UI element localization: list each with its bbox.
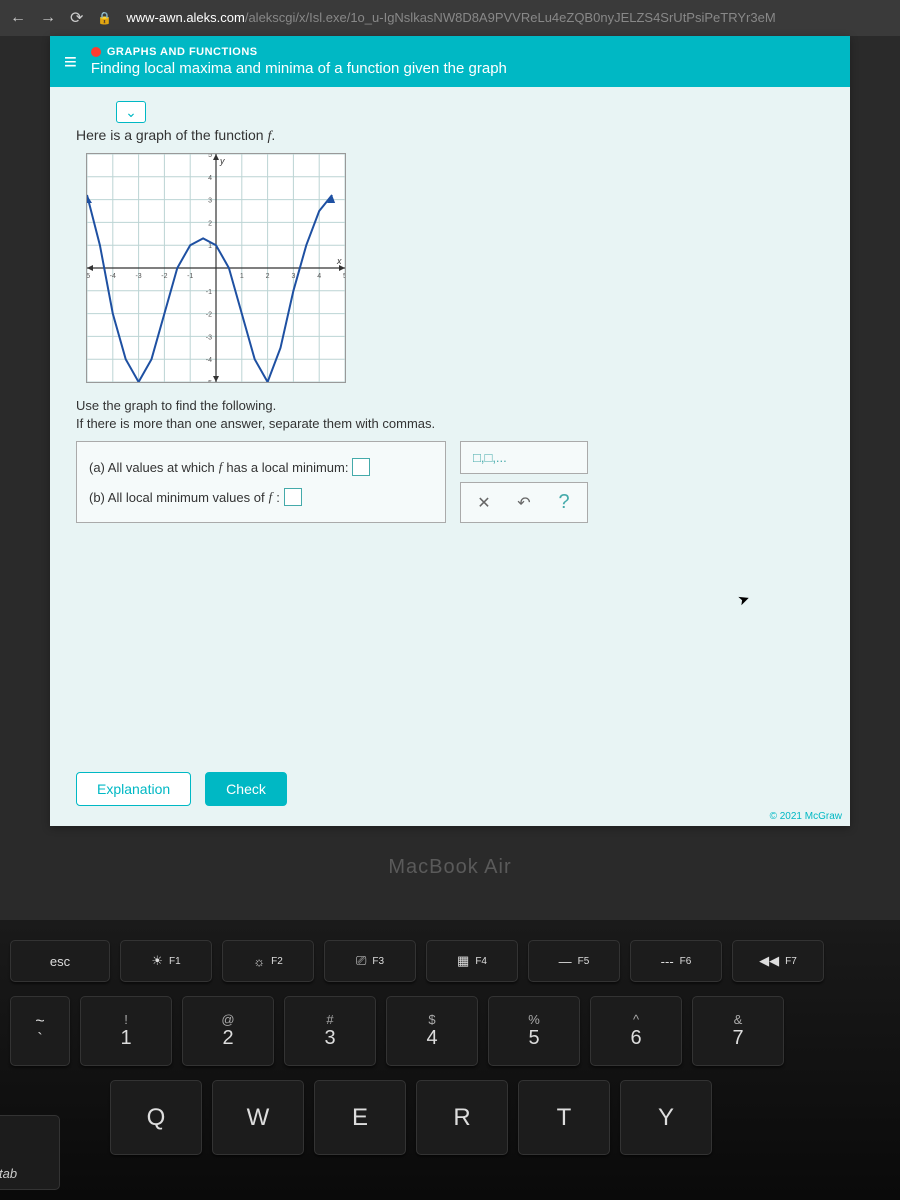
- letter-key: T: [518, 1080, 610, 1155]
- svg-text:-1: -1: [187, 273, 193, 280]
- macbook-label: MacBook Air: [0, 856, 900, 879]
- svg-text:4: 4: [208, 175, 212, 182]
- number-key: !1: [80, 996, 172, 1066]
- svg-text:-1: -1: [206, 289, 212, 296]
- graph-svg: x y -5 -4 -3 -2 -1 1 2 3 4 5 -5 -4 -3 -2 -1 1 2 3 4 5: [87, 154, 345, 382]
- category-text: GRAPHS AND FUNCTIONS: [107, 46, 258, 58]
- number-key: %5: [488, 996, 580, 1066]
- forward-icon[interactable]: →: [40, 9, 56, 27]
- svg-text:-4: -4: [206, 357, 212, 364]
- svg-text:3: 3: [291, 273, 295, 280]
- status-dot-icon: [91, 47, 101, 57]
- svg-text:-5: -5: [87, 273, 90, 280]
- svg-text:1: 1: [208, 243, 212, 250]
- url-bar[interactable]: www-awn.aleks.com/alekscgi/x/Isl.exe/1o_…: [126, 9, 775, 27]
- number-key: &7: [692, 996, 784, 1066]
- number-key: @2: [182, 996, 274, 1066]
- comma-hint-text: □,□,...: [473, 450, 507, 465]
- undo-icon[interactable]: ↶: [513, 493, 535, 513]
- letter-key: R: [416, 1080, 508, 1155]
- svg-text:-3: -3: [206, 334, 212, 341]
- question-b: (b) All local minimum values of f :: [89, 482, 433, 512]
- qa-func: f: [219, 459, 223, 475]
- letter-key: W: [212, 1080, 304, 1155]
- url-host: www-awn.aleks.com: [126, 10, 244, 25]
- lesson-category: GRAPHS AND FUNCTIONS: [91, 46, 836, 58]
- qb-suffix: :: [276, 490, 280, 505]
- letter-key: Y: [620, 1080, 712, 1155]
- tab-key: tab: [0, 1115, 60, 1190]
- cursor-icon: ➤: [736, 590, 753, 610]
- qb-prefix: (b) All local minimum values of: [89, 490, 265, 505]
- explanation-button[interactable]: Explanation: [76, 772, 191, 806]
- clear-icon[interactable]: ✕: [473, 493, 495, 513]
- svg-text:2: 2: [208, 220, 212, 227]
- svg-text:-2: -2: [206, 312, 212, 319]
- back-icon[interactable]: ←: [10, 9, 26, 27]
- reload-icon[interactable]: ⟳: [70, 8, 83, 28]
- chevron-down-icon: ⌄: [125, 104, 137, 121]
- expand-toggle[interactable]: ⌄: [116, 101, 146, 123]
- svg-text:5: 5: [343, 273, 345, 280]
- question-a: (a) All values at which f has a local mi…: [89, 452, 433, 482]
- letter-key: Q: [110, 1080, 202, 1155]
- comma-hint-box[interactable]: □,□,...: [460, 441, 588, 474]
- svg-text:1: 1: [240, 273, 244, 280]
- function-key: —F5: [528, 940, 620, 982]
- qa-prefix: (a) All values at which: [89, 460, 215, 475]
- qa-suffix: has a local minimum:: [226, 460, 348, 475]
- tool-box: ✕ ↶ ?: [460, 482, 588, 523]
- function-graph: x y -5 -4 -3 -2 -1 1 2 3 4 5 -5 -4 -3 -2 -1 1 2 3 4 5: [86, 153, 346, 383]
- function-key: ☼F2: [222, 940, 314, 982]
- function-key: ⎚F3: [324, 940, 416, 982]
- instructions: Use the graph to find the following. If …: [76, 397, 824, 433]
- svg-text:y: y: [219, 156, 225, 166]
- browser-toolbar: ← → ⟳ 🔒 www-awn.aleks.com/alekscgi/x/Isl…: [0, 0, 900, 36]
- intro-text: Here is a graph of the function f.: [76, 127, 824, 145]
- qb-func: f: [269, 489, 273, 505]
- lesson-title: Finding local maxima and minima of a fun…: [91, 60, 836, 77]
- lesson-header: ≡ GRAPHS AND FUNCTIONS Finding local max…: [50, 36, 850, 87]
- svg-text:4: 4: [317, 273, 321, 280]
- letter-key: E: [314, 1080, 406, 1155]
- function-key: ---F6: [630, 940, 722, 982]
- intro-suffix: .: [271, 127, 275, 143]
- number-key: ^6: [590, 996, 682, 1066]
- svg-text:-2: -2: [161, 273, 167, 280]
- aleks-window: ≡ GRAPHS AND FUNCTIONS Finding local max…: [50, 36, 850, 826]
- lock-icon: 🔒: [97, 11, 112, 25]
- svg-text:x: x: [336, 256, 342, 266]
- answer-input-b[interactable]: [284, 488, 302, 506]
- menu-icon[interactable]: ≡: [64, 49, 77, 75]
- esc-key: esc: [10, 940, 110, 982]
- instructions-line2: If there is more than one answer, separa…: [76, 416, 435, 431]
- svg-text:2: 2: [266, 273, 270, 280]
- copyright-text: © 2021 McGraw: [770, 811, 842, 822]
- intro-prefix: Here is a graph of the function: [76, 127, 267, 143]
- instructions-line1: Use the graph to find the following.: [76, 398, 276, 413]
- help-icon[interactable]: ?: [553, 491, 575, 514]
- function-key: ◀◀F7: [732, 940, 824, 982]
- keyboard: esc☀F1☼F2⎚F3▦F4—F5---F6◀◀F7 ~`!1@2#3$4%5…: [0, 920, 900, 1200]
- svg-text:5: 5: [208, 154, 212, 159]
- function-key: ☀F1: [120, 940, 212, 982]
- answer-input-a[interactable]: [352, 458, 370, 476]
- svg-text:-5: -5: [206, 380, 212, 382]
- tilde-key: ~`: [10, 996, 70, 1066]
- question-box: (a) All values at which f has a local mi…: [76, 441, 446, 523]
- svg-text:-3: -3: [135, 273, 141, 280]
- url-path: /alekscgi/x/Isl.exe/1o_u-IgNslkasNW8D8A9…: [245, 10, 776, 25]
- number-key: #3: [284, 996, 376, 1066]
- svg-text:-4: -4: [110, 273, 116, 280]
- check-button[interactable]: Check: [205, 772, 287, 806]
- function-key: ▦F4: [426, 940, 518, 982]
- number-key: $4: [386, 996, 478, 1066]
- svg-text:3: 3: [208, 198, 212, 205]
